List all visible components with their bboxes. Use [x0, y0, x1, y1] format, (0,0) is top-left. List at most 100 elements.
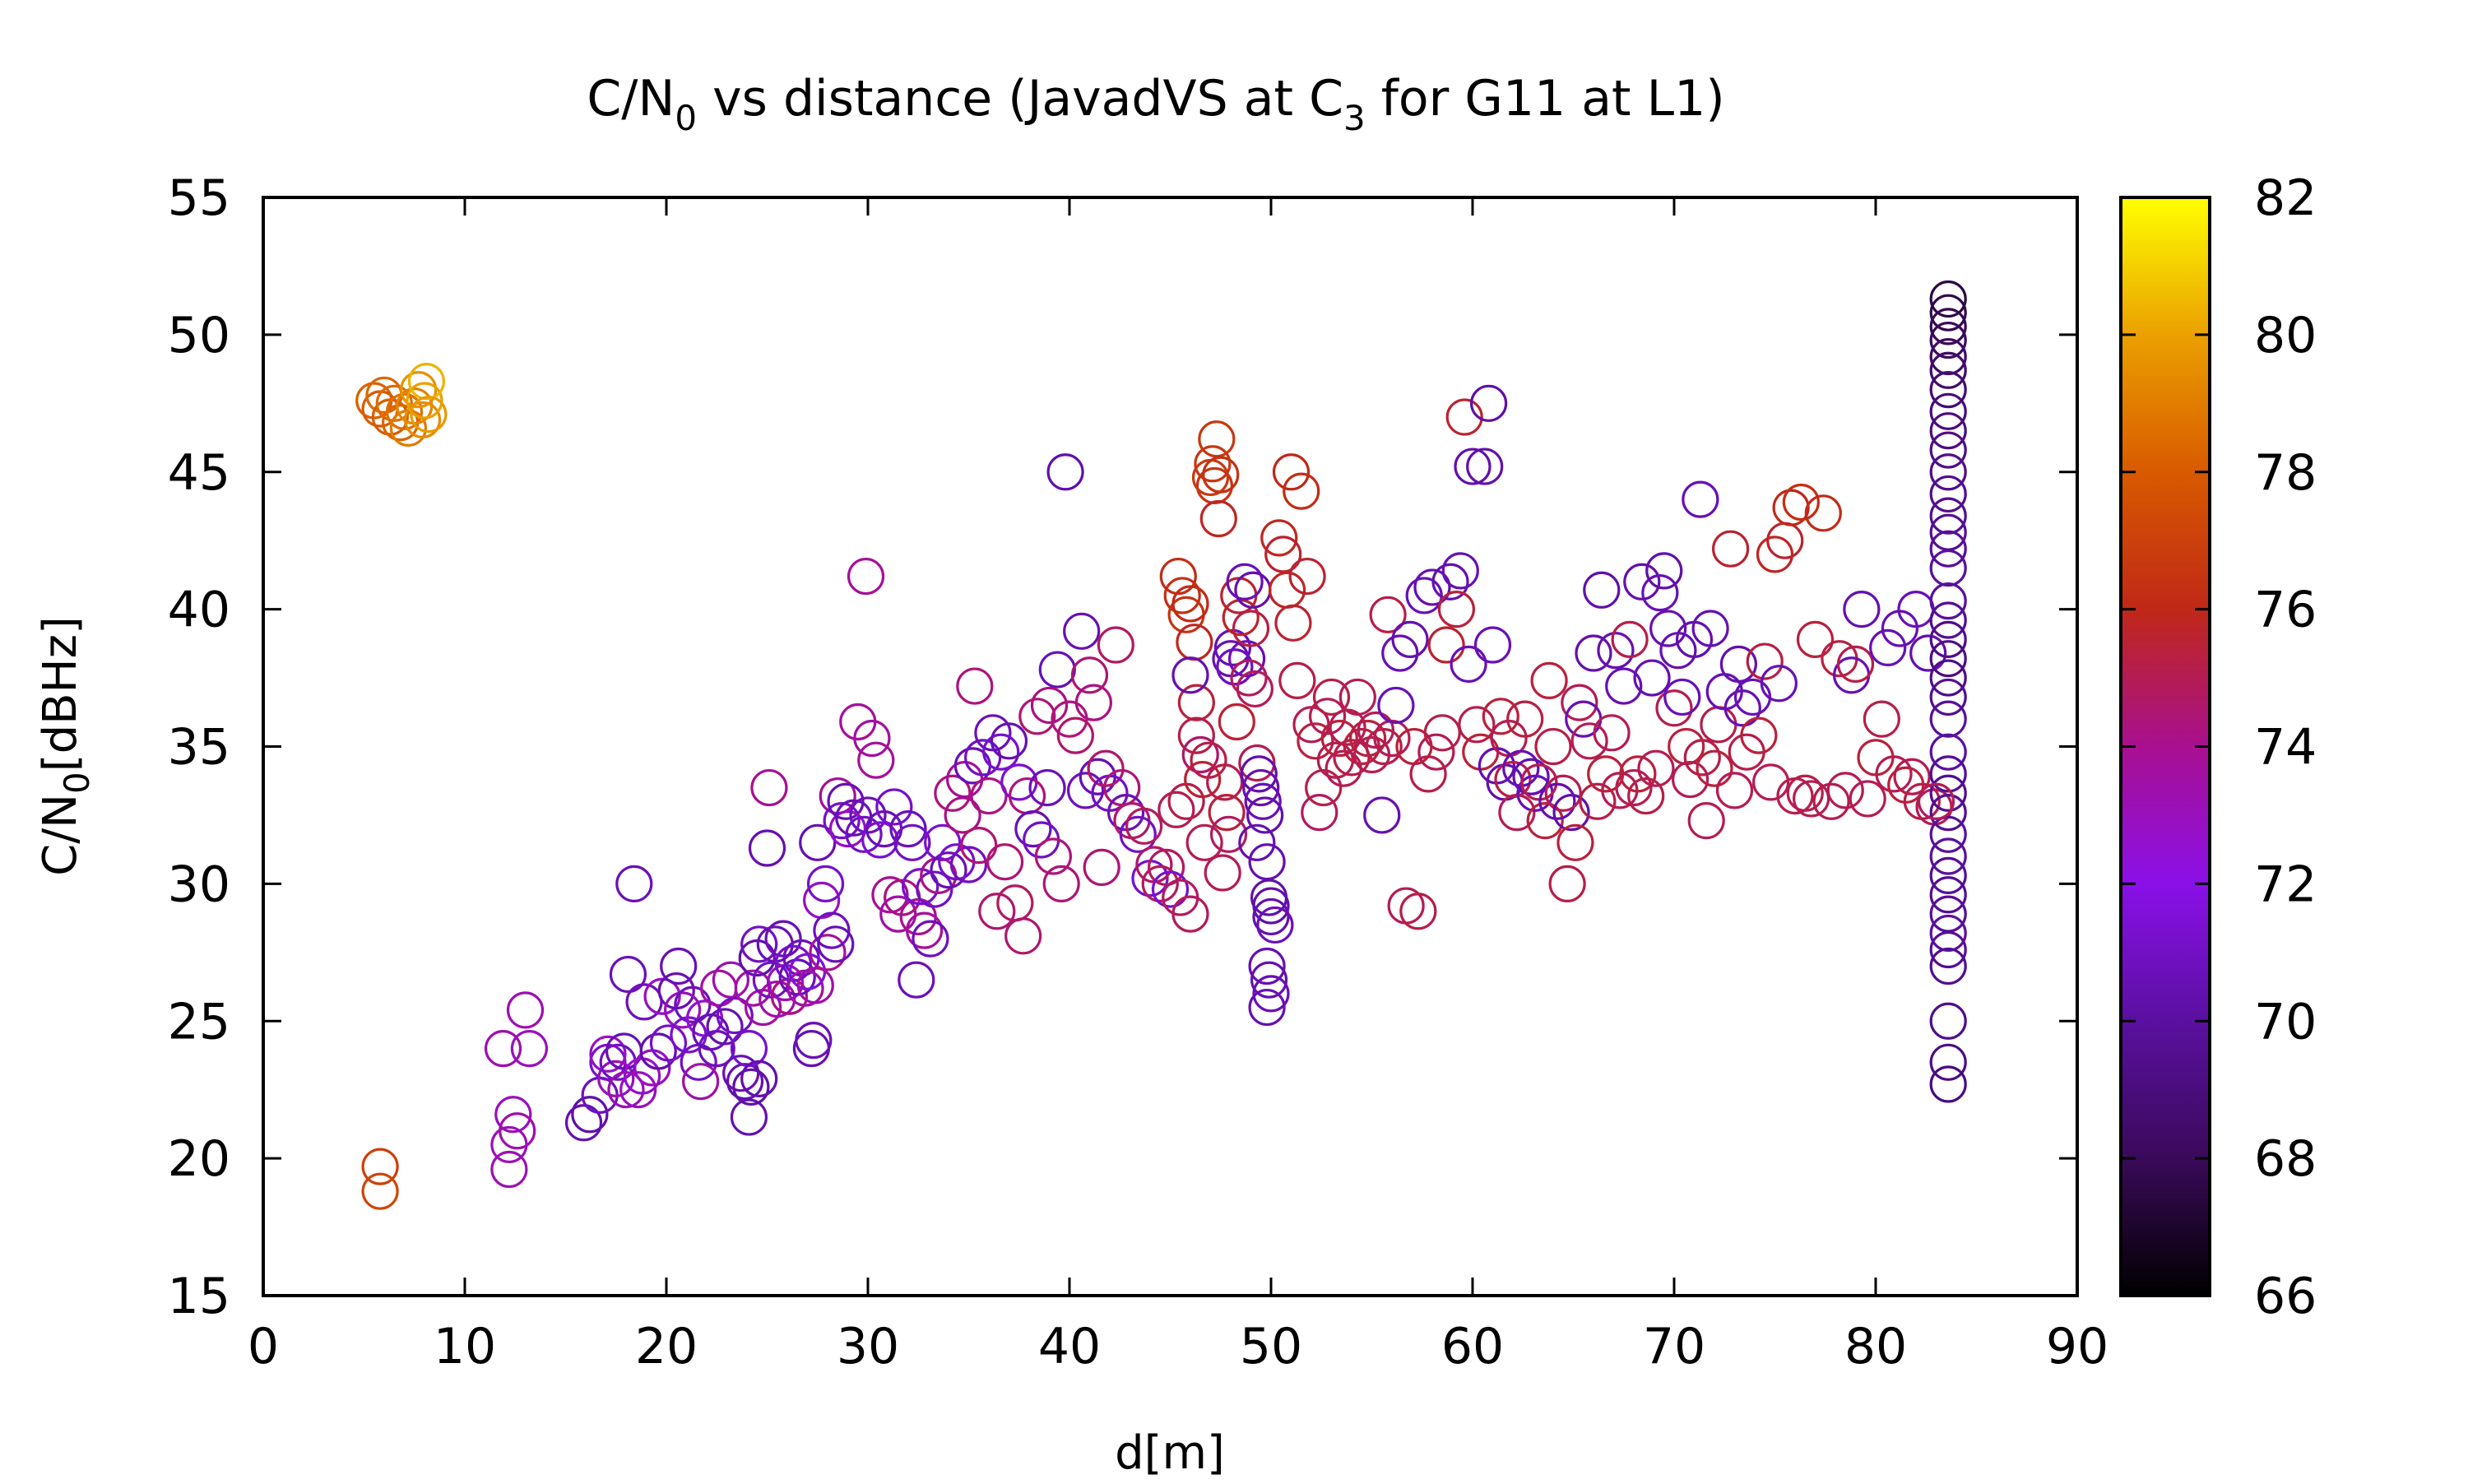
data-point: [625, 983, 663, 1021]
data-point: [1177, 684, 1215, 721]
data-point: [698, 1030, 735, 1068]
y-axis: 15 20 25 30 35 40 45 50 55: [168, 169, 2077, 1325]
data-point: [510, 1030, 549, 1068]
data-point: [1526, 802, 1564, 840]
data-point: [750, 768, 788, 807]
data-point: [978, 893, 1016, 930]
data-point: [1849, 780, 1886, 818]
data-point: [1929, 895, 1967, 933]
chart-title: C/N0 vs distance (JavadVS at C3 for G11 …: [587, 70, 1724, 138]
data-point: [1202, 456, 1240, 494]
data-point: [889, 810, 927, 848]
data-point: [1538, 782, 1576, 820]
data-point: [663, 991, 702, 1029]
data-point: [930, 851, 967, 889]
data-point: [1929, 774, 1967, 812]
data-point: [758, 980, 796, 1018]
x-tick-label: 80: [1844, 1318, 1907, 1375]
data-point: [1338, 678, 1376, 716]
data-point: [1570, 722, 1608, 760]
data-point: [1238, 744, 1276, 782]
data-point: [875, 788, 913, 826]
data-point: [490, 1150, 528, 1189]
data-point: [1399, 893, 1437, 930]
data-point: [494, 1096, 532, 1134]
data-point: [1046, 453, 1084, 491]
data-point: [1301, 793, 1338, 832]
data-point: [1184, 760, 1222, 799]
data-point: [871, 876, 909, 914]
data-point: [1929, 700, 1967, 738]
data-point: [1268, 571, 1306, 609]
data-point: [1782, 483, 1820, 522]
data-point: [1431, 563, 1469, 601]
data-point: [1141, 865, 1179, 902]
data-point: [506, 991, 545, 1029]
data-point: [748, 829, 786, 867]
data-point: [1216, 648, 1254, 686]
data-point: [712, 961, 750, 999]
title-subscript: 0: [675, 98, 697, 138]
data-point: [1363, 796, 1401, 834]
data-point: [1929, 876, 1967, 914]
data-point: [1683, 739, 1721, 777]
data-point: [1242, 768, 1280, 807]
x-tick-label: 50: [1240, 1318, 1302, 1375]
data-point: [1929, 582, 1967, 620]
data-point: [796, 967, 834, 1004]
data-point: [1240, 755, 1278, 793]
data-point: [740, 925, 778, 963]
data-point: [1244, 782, 1282, 820]
data-point: [827, 782, 865, 820]
data-point: [1246, 796, 1284, 834]
data-point: [1929, 601, 1967, 639]
data-point: [1308, 698, 1347, 735]
data-point: [898, 961, 935, 999]
data-point: [1256, 906, 1294, 944]
data-point: [1204, 854, 1241, 892]
data-point: [716, 996, 754, 1035]
data-point: [1252, 887, 1290, 925]
data-point: [1929, 815, 1967, 853]
data-point: [1248, 988, 1286, 1027]
data-point: [1305, 768, 1343, 807]
colorbar-tick-label: 80: [2254, 307, 2317, 364]
data-point: [1297, 722, 1334, 760]
data-point: [795, 1022, 833, 1060]
data-point: [1119, 815, 1157, 853]
data-point: [1772, 489, 1810, 526]
data-point: [1597, 632, 1635, 670]
data-point: [990, 722, 1028, 760]
data-point: [949, 846, 988, 883]
data-point: [1512, 758, 1550, 795]
data-point: [982, 733, 1020, 771]
data-point: [1645, 552, 1683, 590]
y-tick-label: 40: [168, 582, 230, 639]
data-point: [1929, 392, 1967, 430]
data-point: [1929, 337, 1967, 376]
data-point: [722, 1055, 760, 1092]
data-point: [403, 401, 442, 438]
data-point: [1929, 412, 1967, 450]
data-point: [1466, 448, 1504, 485]
data-point: [706, 1008, 744, 1046]
data-point: [1929, 733, 1967, 771]
data-point: [1506, 700, 1544, 738]
data-point: [847, 557, 885, 596]
data-point: [1826, 772, 1864, 809]
data-point: [1252, 975, 1290, 1013]
data-point: [361, 1172, 399, 1210]
y-axis-title: C/N0[dBHz]: [34, 616, 97, 876]
data-point: [1605, 667, 1643, 705]
data-point: [1163, 577, 1201, 614]
data-point: [905, 911, 944, 949]
data-point: [1700, 706, 1737, 744]
data-point: [1450, 645, 1487, 683]
data-point: [1423, 714, 1461, 752]
y-tick-label: 20: [168, 1130, 230, 1188]
data-point: [700, 969, 738, 1007]
data-point: [1014, 810, 1052, 848]
data-point: [823, 802, 861, 840]
data-point: [813, 911, 851, 949]
